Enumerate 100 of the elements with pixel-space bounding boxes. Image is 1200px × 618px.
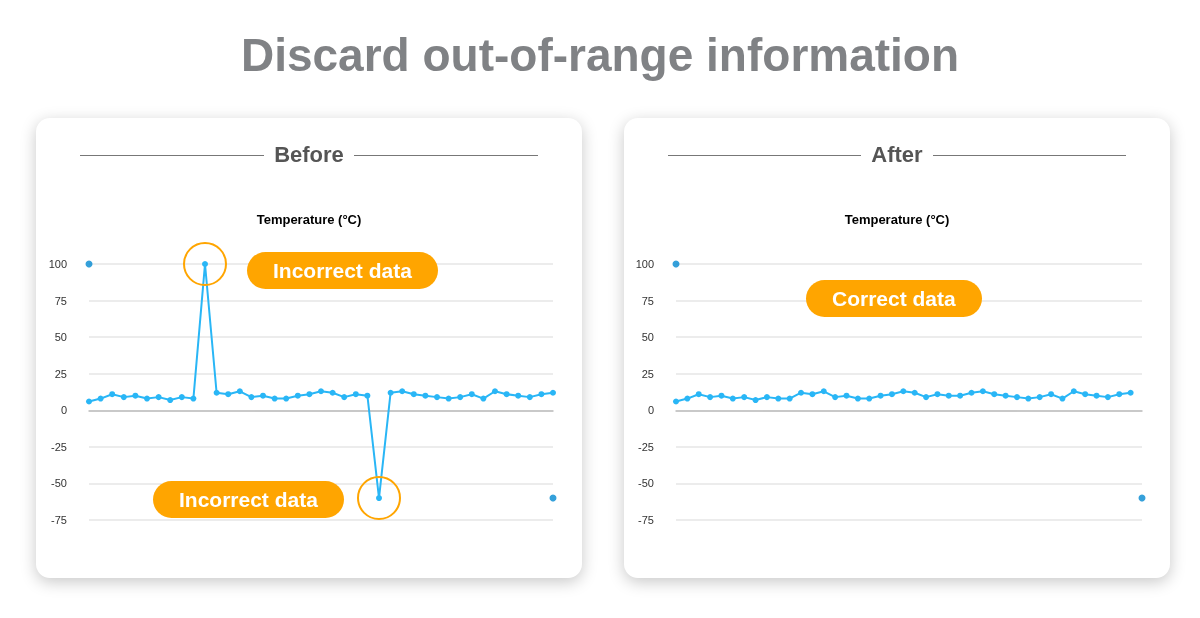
annotation: Correct data bbox=[806, 280, 982, 317]
point bbox=[480, 395, 487, 402]
point bbox=[260, 392, 266, 399]
point bbox=[457, 394, 464, 401]
y-tick-label: 0 bbox=[647, 404, 654, 417]
point bbox=[763, 394, 770, 401]
chart-title: Before bbox=[274, 142, 344, 168]
point bbox=[248, 394, 255, 401]
point bbox=[329, 389, 336, 396]
y-tick-label: 100 bbox=[635, 258, 654, 270]
point bbox=[550, 389, 556, 396]
point bbox=[1059, 395, 1066, 402]
point bbox=[132, 392, 139, 399]
point bbox=[364, 392, 371, 399]
annotation: Incorrect data bbox=[153, 481, 344, 518]
point bbox=[854, 395, 861, 402]
y-tick-label: 75 bbox=[54, 294, 67, 307]
point bbox=[144, 395, 150, 402]
point bbox=[294, 392, 301, 399]
y-tick-label: 100 bbox=[48, 258, 67, 270]
point bbox=[911, 389, 918, 396]
point bbox=[934, 391, 941, 398]
point bbox=[434, 394, 440, 401]
point bbox=[684, 395, 691, 402]
chart-subtitle: Temperature (°C) bbox=[256, 212, 362, 227]
chart-title: After bbox=[871, 142, 923, 168]
point bbox=[1104, 394, 1111, 401]
point bbox=[1036, 394, 1043, 401]
point bbox=[109, 391, 116, 398]
point bbox=[236, 388, 243, 395]
y-tick-label: 25 bbox=[641, 367, 654, 380]
y-tick-label: 25 bbox=[54, 367, 67, 380]
y-tick-label: -25 bbox=[51, 440, 67, 453]
point bbox=[155, 394, 162, 401]
y-tick-label: 75 bbox=[641, 294, 654, 307]
point bbox=[923, 394, 930, 401]
point bbox=[798, 389, 805, 396]
point bbox=[1048, 391, 1055, 398]
point bbox=[283, 395, 290, 402]
point bbox=[1070, 388, 1077, 395]
point bbox=[866, 395, 873, 402]
point bbox=[410, 391, 417, 398]
point bbox=[318, 388, 324, 395]
point bbox=[945, 392, 952, 399]
point bbox=[515, 392, 522, 399]
point bbox=[225, 391, 232, 398]
point bbox=[786, 395, 793, 402]
point bbox=[991, 391, 998, 398]
point bbox=[900, 388, 907, 395]
point bbox=[271, 395, 278, 402]
point bbox=[888, 391, 895, 398]
y-tick-label: -75 bbox=[51, 514, 67, 526]
point bbox=[422, 392, 429, 399]
point bbox=[741, 394, 748, 401]
y-tick-label: 50 bbox=[641, 331, 654, 344]
point bbox=[503, 391, 510, 398]
point bbox=[468, 391, 475, 398]
point bbox=[979, 388, 986, 395]
point bbox=[306, 391, 313, 398]
point bbox=[190, 395, 197, 402]
y-tick-label: 0 bbox=[60, 404, 67, 417]
chart-subtitle: Temperature (°C) bbox=[844, 212, 950, 227]
point bbox=[707, 394, 714, 401]
y-tick-label: -50 bbox=[638, 477, 654, 490]
point bbox=[957, 392, 964, 399]
point bbox=[809, 391, 816, 398]
point bbox=[492, 388, 498, 395]
point bbox=[695, 391, 702, 398]
point bbox=[752, 397, 759, 404]
point bbox=[1082, 391, 1089, 398]
y-tick-label: -50 bbox=[51, 477, 67, 490]
y-tick-label: 50 bbox=[54, 331, 67, 344]
point bbox=[1127, 389, 1134, 396]
point bbox=[1025, 395, 1032, 402]
point bbox=[352, 391, 359, 398]
y-tick-label: -25 bbox=[638, 440, 654, 453]
point bbox=[968, 389, 975, 396]
point bbox=[178, 394, 185, 401]
point bbox=[526, 394, 533, 401]
point bbox=[718, 392, 725, 399]
point bbox=[1013, 394, 1020, 401]
point bbox=[445, 395, 452, 402]
annotation: Incorrect data bbox=[247, 252, 438, 289]
point bbox=[729, 395, 736, 402]
point bbox=[167, 397, 174, 404]
point bbox=[387, 389, 394, 396]
point bbox=[1002, 392, 1009, 399]
point bbox=[341, 394, 348, 401]
point bbox=[120, 394, 127, 401]
point bbox=[877, 392, 884, 399]
point bbox=[1116, 391, 1123, 398]
point bbox=[399, 388, 406, 395]
point bbox=[673, 398, 679, 405]
point bbox=[86, 398, 92, 405]
point bbox=[97, 395, 104, 402]
point bbox=[213, 389, 220, 396]
point bbox=[538, 391, 545, 398]
y-tick-label: -75 bbox=[638, 514, 654, 526]
point bbox=[832, 394, 839, 401]
text: Discard out-of-range information bbox=[239, 28, 961, 82]
